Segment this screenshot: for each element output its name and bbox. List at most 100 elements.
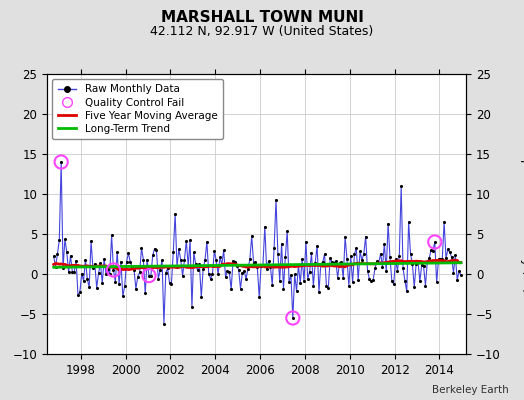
Point	[395, 252, 403, 259]
Point	[259, 262, 267, 268]
Point	[217, 261, 226, 267]
Text: 42.112 N, 92.917 W (United States): 42.112 N, 92.917 W (United States)	[150, 25, 374, 38]
Point	[96, 260, 105, 266]
Point	[143, 257, 151, 263]
Point	[62, 249, 71, 256]
Point	[332, 258, 340, 264]
Point	[59, 265, 67, 272]
Point	[130, 267, 138, 273]
Point	[145, 272, 153, 279]
Point	[268, 282, 277, 288]
Point	[132, 286, 140, 292]
Point	[289, 315, 297, 321]
Point	[134, 273, 142, 280]
Point	[167, 281, 176, 288]
Point	[107, 232, 116, 238]
Point	[231, 258, 239, 265]
Point	[89, 265, 97, 272]
Point	[393, 268, 401, 274]
Point	[75, 289, 84, 296]
Point	[169, 249, 178, 256]
Point	[113, 248, 122, 255]
Point	[365, 276, 374, 282]
Point	[416, 278, 424, 285]
Point	[335, 260, 344, 266]
Point	[70, 269, 79, 275]
Point	[303, 276, 312, 282]
Legend: Raw Monthly Data, Quality Control Fail, Five Year Moving Average, Long-Term Tren: Raw Monthly Data, Quality Control Fail, …	[52, 79, 223, 139]
Point	[358, 257, 366, 264]
Point	[91, 260, 99, 267]
Point	[388, 278, 396, 284]
Point	[272, 196, 280, 203]
Point	[305, 268, 314, 275]
Point	[337, 259, 345, 265]
Point	[233, 262, 241, 269]
Point	[223, 268, 232, 274]
Point	[449, 269, 457, 276]
Point	[216, 254, 224, 261]
Point	[253, 264, 261, 270]
Point	[182, 238, 191, 244]
Point	[160, 320, 168, 327]
Point	[55, 237, 63, 243]
Point	[362, 233, 370, 240]
Point	[94, 270, 103, 277]
Point	[339, 275, 347, 281]
Point	[410, 284, 419, 290]
Point	[247, 232, 256, 239]
Point	[330, 259, 338, 266]
Point	[193, 267, 202, 274]
Point	[294, 262, 303, 268]
Point	[320, 251, 329, 257]
Point	[423, 258, 431, 265]
Point	[210, 248, 219, 254]
Point	[252, 259, 260, 265]
Point	[220, 247, 228, 254]
Point	[135, 269, 144, 276]
Point	[263, 266, 271, 272]
Point	[206, 275, 215, 282]
Point	[276, 278, 284, 284]
Point	[418, 262, 426, 268]
Point	[221, 274, 230, 280]
Point	[453, 277, 462, 283]
Point	[359, 250, 368, 257]
Point	[197, 294, 205, 300]
Point	[402, 288, 411, 295]
Point	[373, 258, 381, 265]
Point	[406, 250, 414, 257]
Point	[227, 286, 235, 292]
Point	[436, 256, 444, 262]
Point	[53, 251, 62, 257]
Point	[117, 258, 125, 265]
Point	[123, 259, 131, 265]
Point	[102, 271, 110, 278]
Point	[457, 272, 465, 278]
Point	[328, 259, 336, 265]
Point	[124, 250, 133, 256]
Point	[72, 258, 80, 264]
Point	[260, 224, 269, 230]
Point	[244, 265, 252, 272]
Point	[209, 270, 217, 277]
Point	[326, 255, 334, 262]
Point	[68, 269, 77, 275]
Point	[110, 267, 118, 273]
Point	[191, 261, 200, 267]
Point	[67, 253, 75, 259]
Point	[399, 265, 407, 272]
Point	[204, 271, 213, 277]
Point	[234, 266, 243, 273]
Point	[434, 256, 443, 262]
Point	[190, 249, 198, 256]
Point	[154, 276, 162, 282]
Point	[311, 260, 320, 266]
Point	[212, 257, 221, 264]
Point	[389, 281, 398, 288]
Point	[98, 280, 106, 286]
Point	[163, 265, 172, 272]
Point	[333, 274, 342, 281]
Point	[51, 264, 60, 270]
Point	[118, 293, 127, 300]
